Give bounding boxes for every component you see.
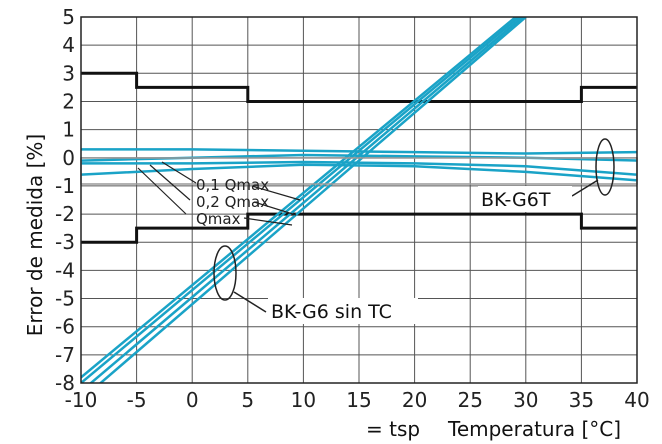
x-tick-label: 15 (346, 388, 371, 412)
series-line (81, 163, 637, 182)
qmax-label: Qmax (196, 210, 241, 228)
series-lines (81, 17, 637, 383)
series-line (89, 17, 525, 383)
qmax02-label: 0,2 Qmax (196, 193, 269, 211)
y-axis-title: Error de medida [%] (23, 134, 47, 336)
x-tick-label: 25 (457, 388, 482, 412)
x-tick-label: 10 (291, 388, 316, 412)
bk-g6-label: BK-G6 sin TC (271, 301, 392, 323)
bk-g6-ellipse (213, 245, 237, 301)
y-tick-label: 0 (62, 146, 75, 170)
y-tick-label: -1 (55, 174, 75, 198)
series-line (81, 17, 518, 379)
limit-line (81, 212, 637, 244)
bk-g6t-leader (571, 179, 599, 197)
y-tick-label: -5 (55, 287, 75, 311)
x-axis-prefix: = tsp (366, 417, 420, 441)
bk-g6t-label: BK-G6T (481, 189, 551, 211)
y-tick-label: 2 (62, 89, 75, 113)
qmax02-tail (253, 201, 297, 216)
qmax01-label: 0,1 Qmax (196, 176, 269, 194)
x-tick-label: -5 (127, 388, 147, 412)
qmax01-leader (161, 161, 197, 184)
x-tick-label: 5 (241, 388, 254, 412)
y-tick-label: -6 (55, 315, 75, 339)
y-tick-label: -8 (55, 371, 75, 395)
x-tick-label: 35 (569, 388, 594, 412)
y-tick-label: -2 (55, 202, 75, 226)
x-tick-label: 0 (186, 388, 199, 412)
qmax-tail (243, 217, 293, 226)
series-line (81, 160, 637, 176)
x-axis-title: Temperatura [°C] (447, 417, 621, 441)
x-tick-label: 40 (624, 388, 649, 412)
y-tick-label: -4 (55, 258, 75, 282)
bk-g6-leader (233, 291, 267, 313)
x-tick-label: 30 (513, 388, 538, 412)
y-tick-label: 1 (62, 118, 75, 142)
y-tick-label: 4 (62, 33, 75, 57)
annotations: 0,1 Qmax 0,2 Qmax Qmax BK-G6T BK-G6 sin … (80, 138, 638, 324)
qmax-leader (137, 167, 187, 215)
plot-frame (80, 16, 638, 384)
y-tick-labels: 5 4 3 2 1 0 -1 -2 -3 -4 -5 -6 -7 -8 (55, 5, 75, 395)
series-line (98, 17, 527, 383)
bk-g6t-ellipse (595, 138, 615, 196)
series-line (81, 17, 522, 383)
y-tick-label: 3 (62, 61, 75, 85)
y-tick-label: -7 (55, 343, 75, 367)
bk-g6t-label-bg (478, 186, 572, 212)
y-tick-label: 5 (62, 5, 75, 29)
x-tick-label: -10 (65, 388, 98, 412)
y-tick-label: -3 (55, 230, 75, 254)
limit-line (81, 71, 637, 103)
qmax01-tail (251, 185, 301, 201)
x-tick-label: 20 (402, 388, 427, 412)
bk-g6-label-bg (268, 298, 418, 324)
x-tick-labels: -10 -5 0 5 10 15 20 25 30 35 40 (65, 388, 650, 412)
series-line (81, 148, 637, 155)
qmax02-leader (149, 164, 191, 201)
limit-lines (81, 71, 637, 244)
